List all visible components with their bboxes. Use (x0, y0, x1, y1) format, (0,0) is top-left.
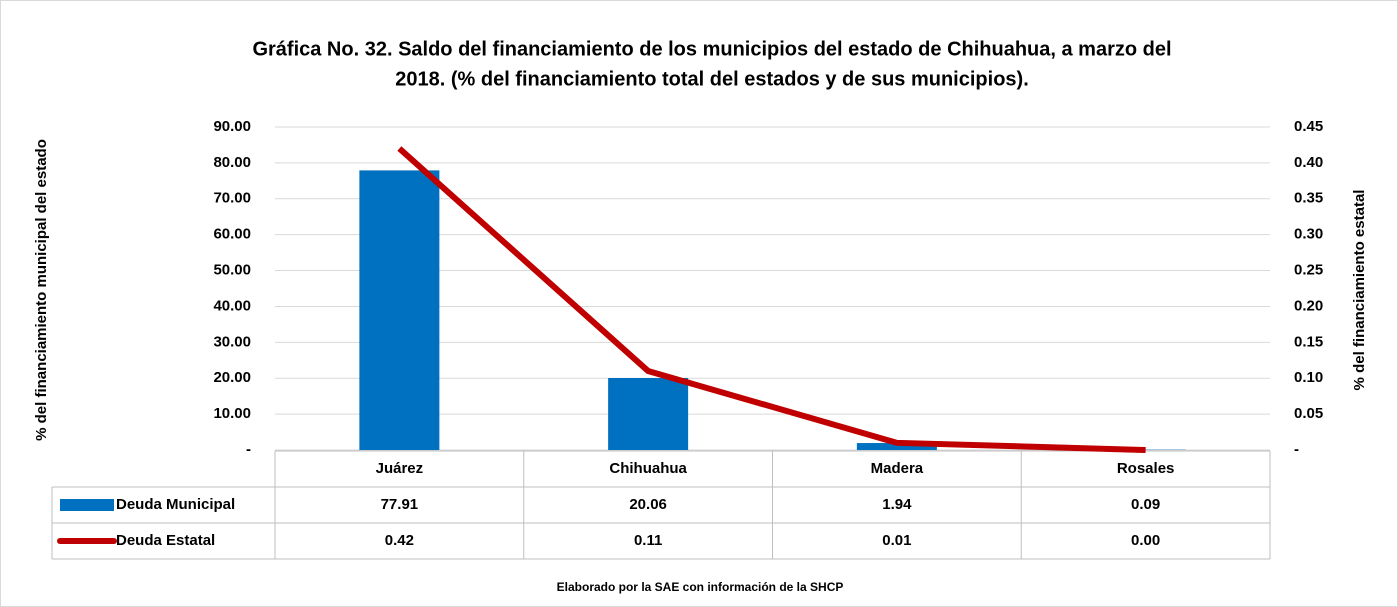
y2-tick-label: - (1294, 441, 1299, 458)
x-tick-label: Chihuahua (609, 460, 687, 477)
chart-title: 2018. (% del financiamiento total del es… (395, 68, 1029, 90)
legend-label: Deuda Estatal (116, 532, 215, 549)
y-tick-label: 10.00 (213, 405, 251, 422)
y2-tick-label: 0.10 (1294, 369, 1323, 386)
data-label: 77.91 (381, 496, 419, 513)
y-axis-title: % del financiamiento municipal del estad… (33, 139, 50, 441)
data-label: 0.42 (385, 532, 414, 549)
footnote: Elaborado por la SAE con información de … (557, 580, 844, 594)
y2-tick-label: 0.45 (1294, 118, 1323, 135)
legend-key (60, 499, 114, 511)
y2-tick-label: 0.25 (1294, 262, 1323, 279)
y-tick-label: 30.00 (213, 333, 251, 350)
data-label: 1.94 (882, 496, 912, 513)
y2-tick-label: 0.40 (1294, 154, 1323, 171)
bar (856, 443, 937, 450)
x-tick-label: Juárez (376, 460, 424, 477)
x-tick-label: Rosales (1117, 460, 1175, 477)
line (397, 146, 1146, 453)
y-tick-label: 40.00 (213, 297, 251, 314)
bar (359, 170, 440, 451)
bar (608, 378, 689, 450)
y2-axis-title: % del financiamiento estatal (1351, 190, 1368, 391)
legend-label: Deuda Municipal (116, 496, 235, 513)
y-tick-label: 50.00 (213, 262, 251, 279)
y2-tick-label: 0.35 (1294, 190, 1323, 207)
y-tick-label: 60.00 (213, 226, 251, 243)
y2-tick-label: 0.20 (1294, 297, 1323, 314)
data-label: 0.00 (1131, 532, 1160, 549)
y-tick-label: 70.00 (213, 190, 251, 207)
y2-tick-label: 0.15 (1294, 333, 1323, 350)
y2-tick-label: 0.05 (1294, 405, 1323, 422)
data-label: 0.01 (882, 532, 911, 549)
y-tick-label: 80.00 (213, 154, 251, 171)
y2-tick-label: 0.30 (1294, 226, 1323, 243)
y-tick-label: 20.00 (213, 369, 251, 386)
data-label: 0.11 (634, 532, 662, 549)
chart-title: Gráfica No. 32. Saldo del financiamiento… (252, 38, 1171, 60)
x-tick-label: Madera (871, 460, 924, 477)
y-tick-label: 90.00 (213, 118, 251, 135)
data-label: 20.06 (629, 496, 667, 513)
data-label: 0.09 (1131, 496, 1160, 513)
y-tick-label: - (246, 441, 251, 458)
